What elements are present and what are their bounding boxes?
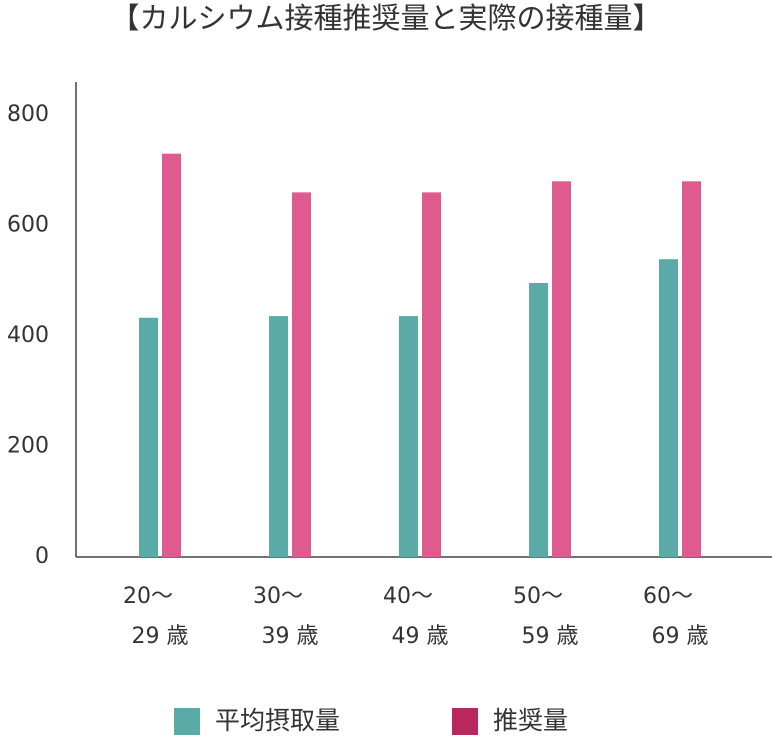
x-tick-label: 20～ [123, 584, 173, 609]
legend-label: 平均摂取量 [215, 706, 340, 735]
x-tick-label: 50～ [513, 584, 563, 609]
bar [292, 192, 311, 557]
y-tick-label: 600 [7, 213, 49, 238]
legend-swatch [174, 708, 200, 735]
bar [269, 316, 288, 557]
x-tick-label: 59 歳 [522, 624, 579, 649]
y-tick-label: 200 [7, 434, 49, 459]
x-tick-label: 29 歳 [132, 624, 189, 649]
bar [139, 317, 158, 557]
x-tick-label: 40～ [383, 584, 433, 609]
x-tick-label: 39 歳 [262, 624, 319, 649]
x-tick-label: 30～ [253, 584, 303, 609]
x-tick-label: 60～ [643, 584, 693, 609]
bar [552, 181, 571, 558]
legend-swatch [452, 708, 478, 735]
bar [529, 282, 548, 557]
bar [682, 181, 701, 558]
legend-label: 推奨量 [493, 706, 568, 735]
bar [422, 192, 441, 557]
bar [162, 153, 181, 558]
y-tick-label: 0 [35, 544, 49, 569]
bar [659, 259, 678, 557]
y-tick-label: 800 [7, 102, 49, 127]
chart-title: 【カルシウム接種推奨量と実際の接種量】 [110, 1, 661, 35]
x-tick-label: 69 歳 [652, 624, 709, 649]
bar [399, 316, 418, 557]
x-tick-label: 49 歳 [392, 624, 449, 649]
y-tick-label: 400 [7, 323, 49, 348]
